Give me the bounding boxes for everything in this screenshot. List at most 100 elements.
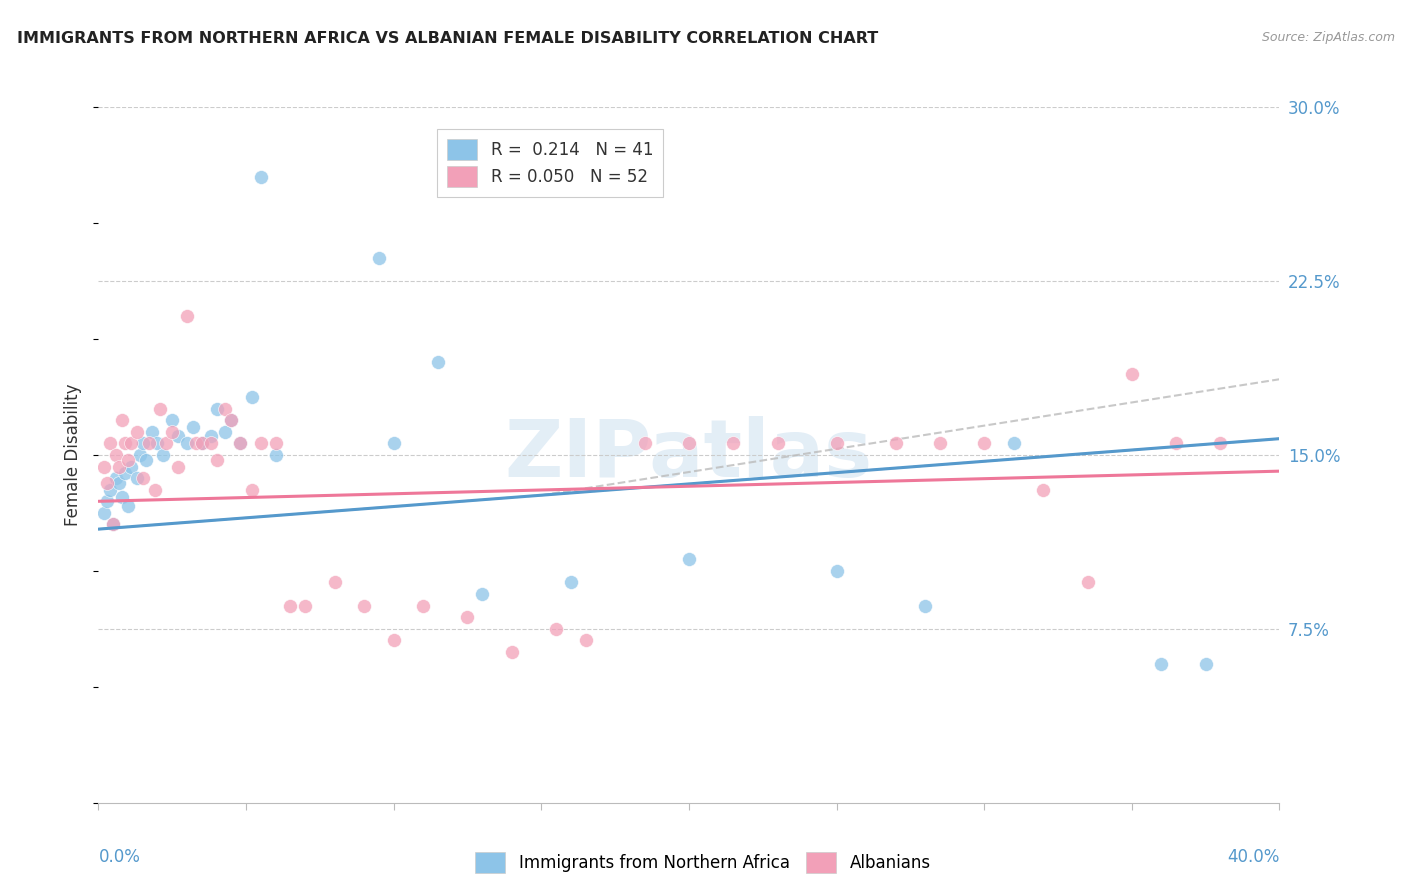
Point — [214, 401, 236, 416]
Point — [108, 459, 131, 474]
Point — [973, 436, 995, 450]
Point — [678, 552, 700, 566]
Point — [205, 401, 228, 416]
Point — [162, 425, 183, 439]
Point — [125, 471, 148, 485]
Point — [191, 436, 214, 450]
Text: 0.0%: 0.0% — [98, 848, 141, 866]
Point — [250, 169, 273, 184]
Point — [93, 459, 115, 474]
Point — [181, 420, 204, 434]
Point — [1195, 657, 1218, 671]
Point — [560, 575, 582, 590]
Legend: Immigrants from Northern Africa, Albanians: Immigrants from Northern Africa, Albania… — [468, 846, 938, 880]
Legend: R =  0.214   N = 41, R = 0.050   N = 52: R = 0.214 N = 41, R = 0.050 N = 52 — [437, 129, 664, 196]
Point — [368, 251, 391, 265]
Point — [125, 425, 148, 439]
Point — [149, 401, 172, 416]
Point — [264, 436, 287, 450]
Point — [546, 622, 568, 636]
Point — [229, 436, 252, 450]
Point — [105, 448, 128, 462]
Point — [353, 599, 375, 613]
Point — [382, 436, 405, 450]
Point — [1164, 436, 1187, 450]
Point — [117, 499, 139, 513]
Point — [766, 436, 789, 450]
Text: IMMIGRANTS FROM NORTHERN AFRICA VS ALBANIAN FEMALE DISABILITY CORRELATION CHART: IMMIGRANTS FROM NORTHERN AFRICA VS ALBAN… — [17, 31, 879, 46]
Point — [138, 436, 160, 450]
Text: ZIPatlas: ZIPatlas — [505, 416, 873, 494]
Point — [155, 436, 177, 450]
Point — [928, 436, 950, 450]
Y-axis label: Female Disability: Female Disability — [65, 384, 83, 526]
Point — [214, 425, 236, 439]
Point — [105, 471, 128, 485]
Point — [143, 483, 166, 497]
Point — [229, 436, 252, 450]
Point — [471, 587, 494, 601]
Point — [176, 309, 198, 323]
Point — [96, 494, 118, 508]
Point — [294, 599, 316, 613]
Point — [1121, 367, 1143, 381]
Point — [205, 452, 228, 467]
Point — [825, 564, 848, 578]
Point — [1209, 436, 1232, 450]
Point — [825, 436, 848, 450]
Point — [914, 599, 936, 613]
Point — [250, 436, 273, 450]
Point — [219, 413, 242, 427]
Point — [412, 599, 434, 613]
Text: 40.0%: 40.0% — [1227, 848, 1279, 866]
Point — [240, 483, 263, 497]
Point — [574, 633, 596, 648]
Point — [117, 452, 139, 467]
Point — [114, 436, 136, 450]
Point — [200, 436, 222, 450]
Point — [135, 452, 157, 467]
Point — [96, 475, 118, 490]
Point — [167, 459, 190, 474]
Point — [120, 436, 142, 450]
Point — [184, 436, 207, 450]
Point — [111, 413, 134, 427]
Point — [108, 475, 131, 490]
Point — [200, 429, 222, 443]
Point — [128, 448, 150, 462]
Point — [1077, 575, 1099, 590]
Point — [152, 448, 174, 462]
Point — [162, 413, 183, 427]
Point — [723, 436, 745, 450]
Point — [132, 471, 155, 485]
Point — [146, 436, 169, 450]
Point — [884, 436, 907, 450]
Point — [323, 575, 346, 590]
Point — [456, 610, 478, 624]
Point — [103, 517, 125, 532]
Point — [264, 448, 287, 462]
Point — [501, 645, 523, 659]
Point — [98, 436, 121, 450]
Point — [93, 506, 115, 520]
Point — [98, 483, 121, 497]
Text: Source: ZipAtlas.com: Source: ZipAtlas.com — [1261, 31, 1395, 45]
Point — [1002, 436, 1025, 450]
Point — [1032, 483, 1054, 497]
Point — [382, 633, 405, 648]
Point — [633, 436, 655, 450]
Point — [678, 436, 700, 450]
Point — [427, 355, 450, 369]
Point — [120, 459, 142, 474]
Point — [103, 517, 125, 532]
Point — [132, 436, 155, 450]
Point — [176, 436, 198, 450]
Point — [191, 436, 214, 450]
Point — [141, 425, 163, 439]
Point — [167, 429, 190, 443]
Point — [219, 413, 242, 427]
Point — [114, 467, 136, 481]
Point — [1150, 657, 1173, 671]
Point — [278, 599, 302, 613]
Point — [111, 490, 134, 504]
